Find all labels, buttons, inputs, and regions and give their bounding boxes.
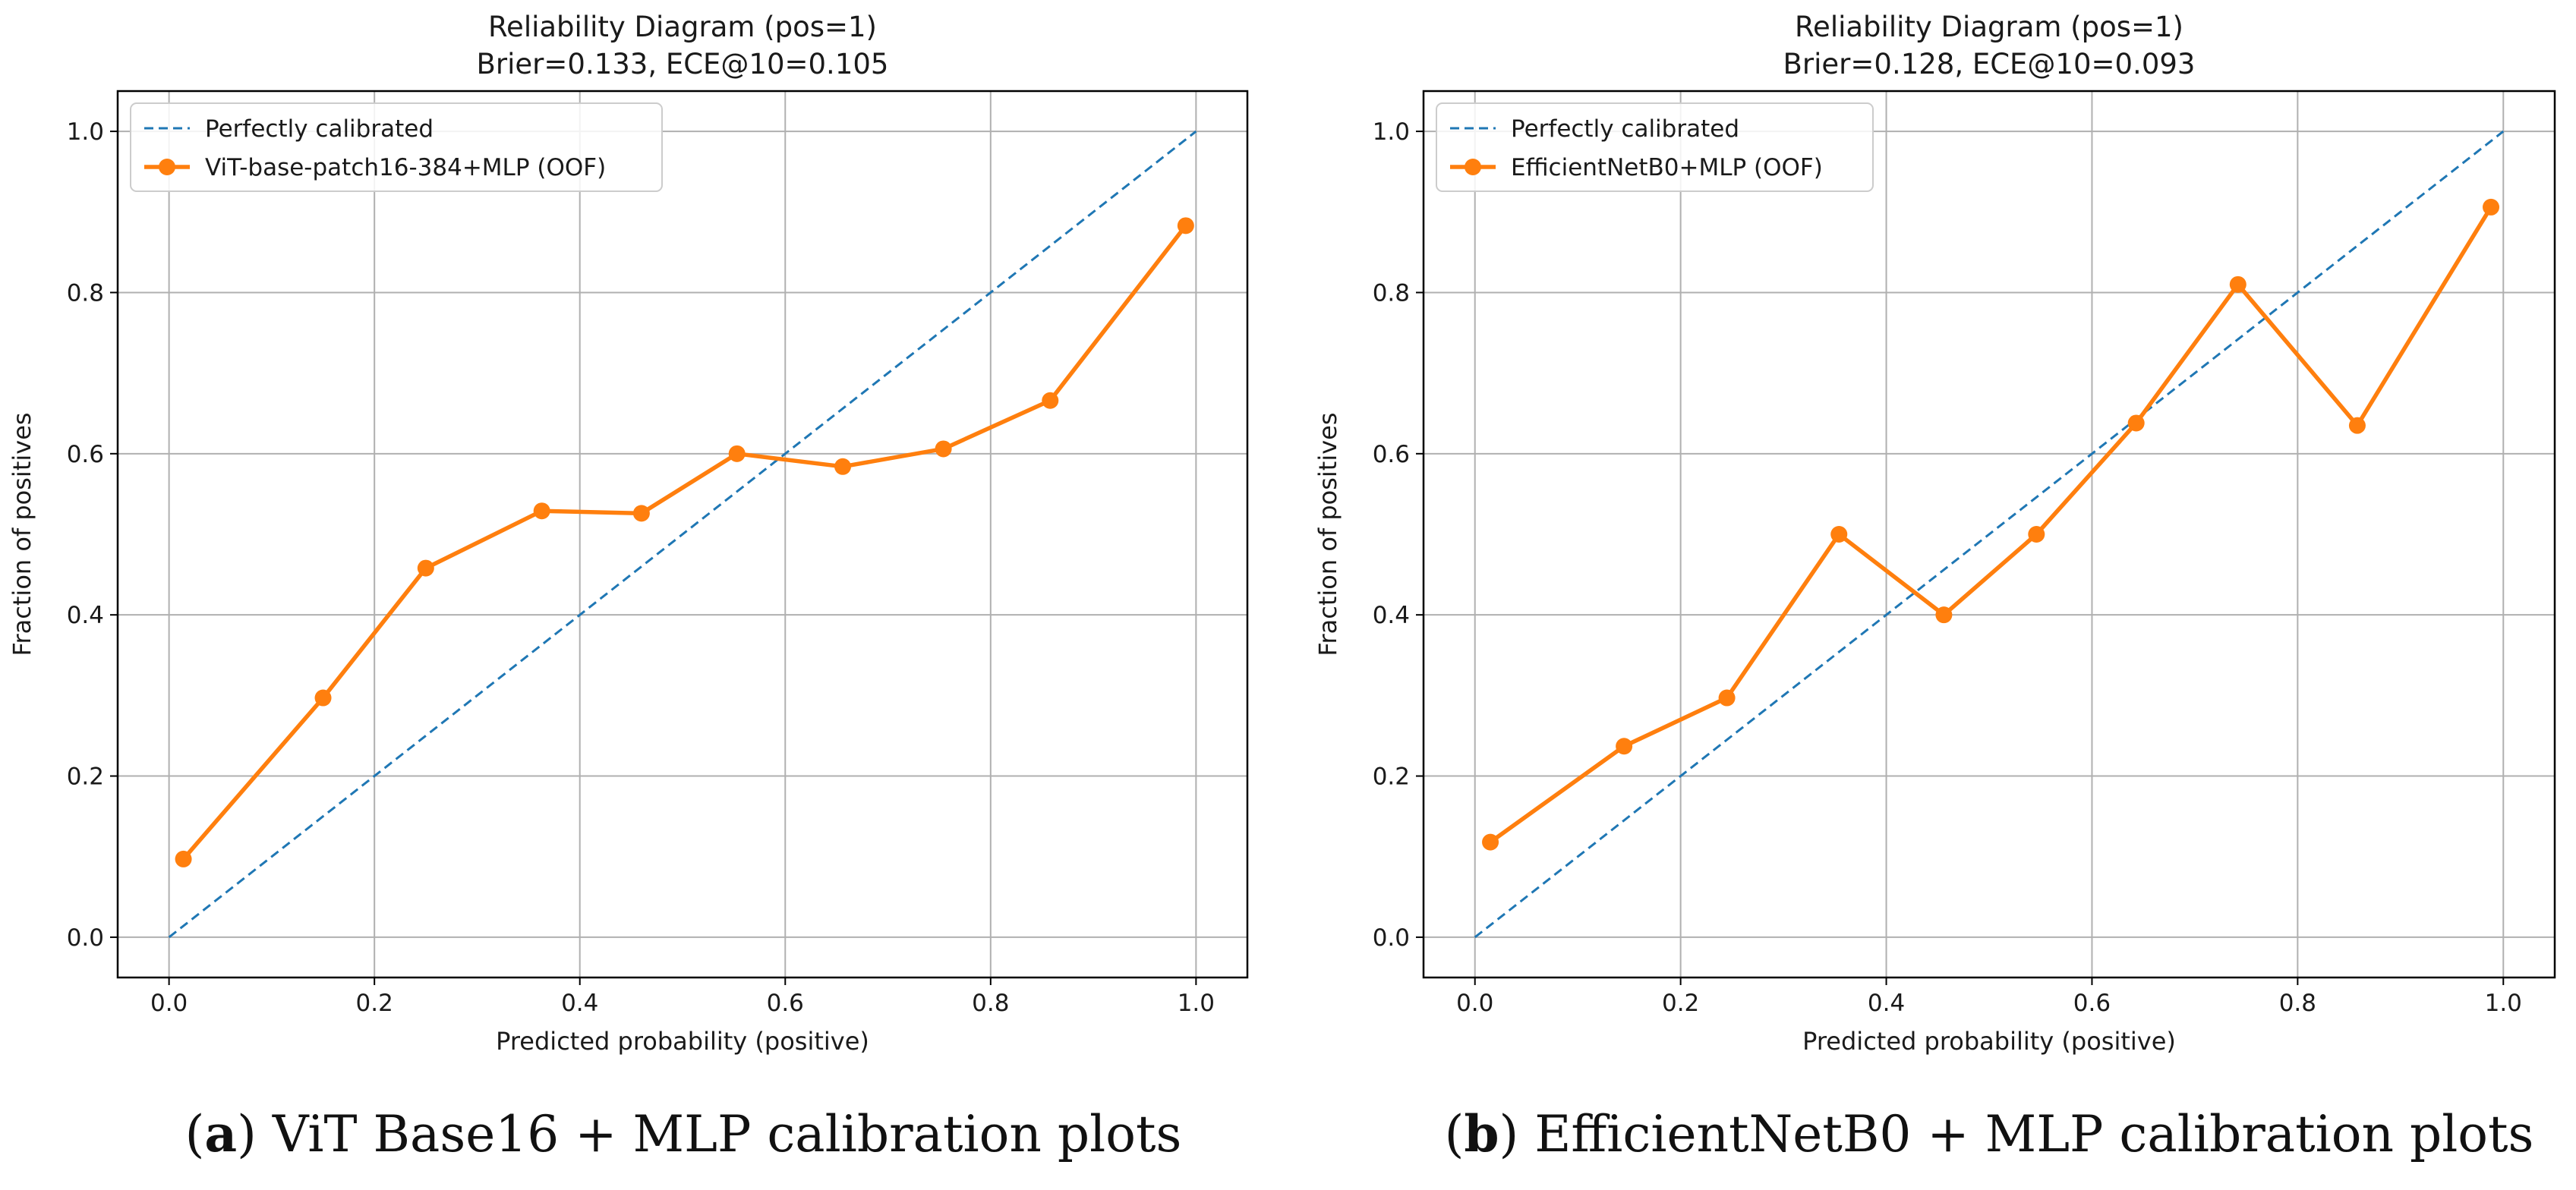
y-tick-label: 0.2: [1373, 763, 1410, 791]
y-axis-label: Fraction of positives: [1313, 412, 1342, 656]
data-point: [1616, 738, 1632, 754]
y-tick-label: 0.6: [67, 441, 104, 468]
data-point: [1719, 690, 1736, 707]
caption-a-letter: a: [204, 1104, 237, 1163]
y-tick-label: 1.0: [67, 118, 104, 146]
x-tick-label: 0.0: [150, 990, 188, 1017]
x-tick-label: 0.4: [561, 990, 598, 1017]
x-tick-label: 0.4: [1868, 990, 1905, 1017]
y-tick-label: 0.4: [67, 602, 104, 629]
data-point: [2349, 417, 2366, 434]
caption-a: (a) ViT Base16 + MLP calibration plots: [38, 1104, 1329, 1163]
legend-marker-series: [159, 159, 175, 175]
data-point: [2483, 199, 2499, 216]
data-point: [1178, 217, 1194, 234]
y-tick-label: 0.8: [1373, 279, 1410, 307]
chart-panel-0: Reliability Diagram (pos=1) Brier=0.133, …: [8, 11, 1247, 1056]
data-point: [1830, 526, 1847, 543]
figure: Reliability Diagram (pos=1) Brier=0.133, …: [0, 0, 2576, 1190]
data-point: [2028, 526, 2045, 543]
legend-label-series: ViT-base-patch16-384+MLP (OOF): [205, 154, 606, 181]
data-point: [315, 690, 332, 707]
data-point: [834, 458, 851, 475]
chart-panel-1: Reliability Diagram (pos=1) Brier=0.128, …: [1313, 11, 2555, 1056]
data-point: [534, 502, 550, 519]
data-point: [1042, 392, 1058, 409]
data-point: [729, 445, 746, 462]
y-tick-label: 0.0: [67, 924, 104, 952]
series-line: [184, 225, 1186, 859]
x-tick-label: 0.2: [356, 990, 393, 1017]
y-axis-label: Fraction of positives: [8, 412, 36, 656]
data-point: [935, 440, 952, 457]
x-tick-label: 0.6: [767, 990, 804, 1017]
x-axis-label: Predicted probability (positive): [496, 1027, 869, 1056]
y-tick-label: 0.0: [1373, 924, 1410, 952]
x-axis-label: Predicted probability (positive): [1802, 1027, 2176, 1056]
legend-label-reference: Perfectly calibrated: [205, 115, 434, 143]
chart-title: Reliability Diagram (pos=1): [1795, 11, 2183, 43]
legend-label-series: EfficientNetB0+MLP (OOF): [1511, 154, 1823, 181]
x-tick-label: 1.0: [2485, 990, 2522, 1017]
x-tick-label: 0.8: [2279, 990, 2316, 1017]
x-tick-label: 0.6: [2073, 990, 2111, 1017]
data-point: [1482, 834, 1499, 851]
data-point: [418, 560, 434, 577]
legend-label-reference: Perfectly calibrated: [1511, 115, 1739, 143]
y-tick-label: 0.6: [1373, 441, 1410, 468]
caption-b: (b) EfficientNetB0 + MLP calibration plo…: [1344, 1104, 2576, 1163]
chart-subtitle: Brier=0.133, ECE@10=0.105: [477, 48, 889, 80]
x-tick-label: 0.0: [1456, 990, 1493, 1017]
chart-subtitle: Brier=0.128, ECE@10=0.093: [1783, 48, 2196, 80]
data-point: [2230, 276, 2247, 293]
data-point: [1935, 606, 1952, 623]
reference-line: [1475, 131, 2504, 937]
chart-title: Reliability Diagram (pos=1): [488, 11, 877, 43]
data-point: [2128, 414, 2145, 431]
caption-a-text: ViT Base16 + MLP calibration plots: [257, 1105, 1181, 1163]
x-tick-label: 0.8: [972, 990, 1009, 1017]
y-tick-label: 0.4: [1373, 602, 1410, 629]
reference-line: [169, 131, 1197, 937]
series-line: [1490, 207, 2491, 842]
y-tick-label: 0.8: [67, 279, 104, 307]
y-tick-label: 0.2: [67, 763, 104, 791]
data-point: [175, 851, 192, 867]
caption-b-letter: b: [1464, 1104, 1499, 1163]
x-tick-label: 1.0: [1178, 990, 1215, 1017]
caption-b-text: EfficientNetB0 + MLP calibration plots: [1518, 1105, 2533, 1163]
legend-marker-series: [1465, 159, 1481, 175]
y-tick-label: 1.0: [1373, 118, 1410, 146]
x-tick-label: 0.2: [1662, 990, 1699, 1017]
data-point: [633, 505, 650, 521]
